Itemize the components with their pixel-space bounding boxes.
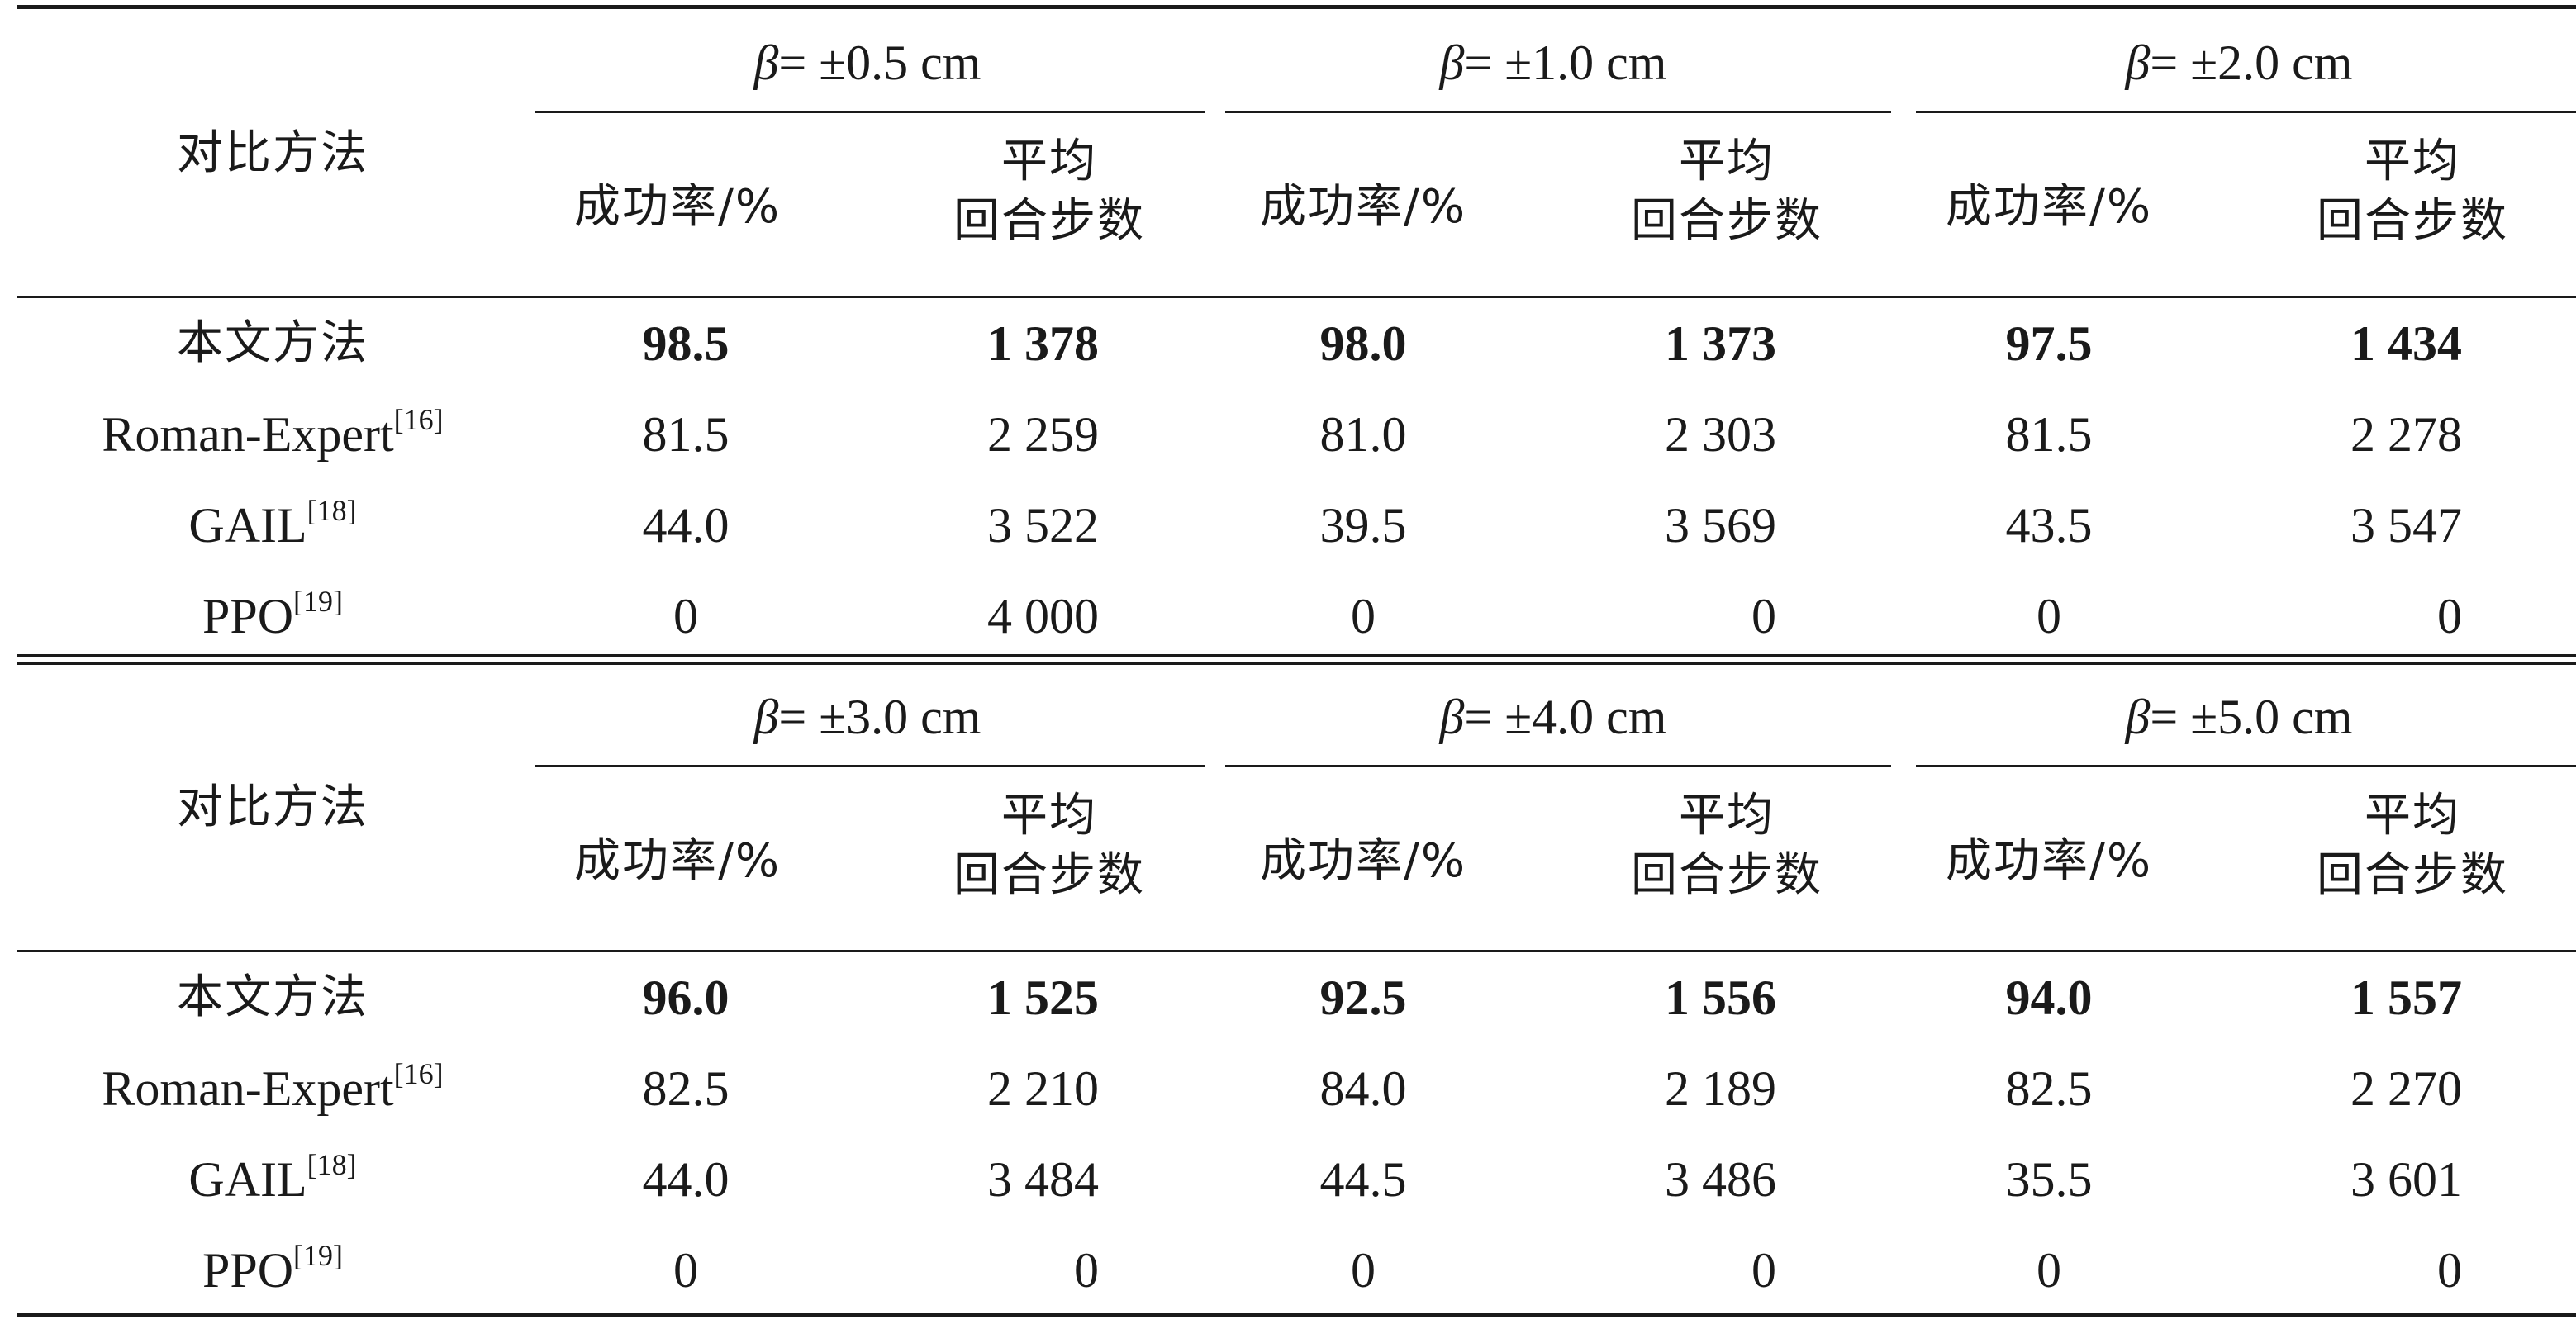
success-rate-header: 成功率/% [1945,834,2153,888]
success-rate-header: 成功率/% [1259,834,1467,888]
steps-value: 0 [1751,1243,1776,1298]
group-header: β= ±1.0 cm [1439,36,1667,90]
method-header: 对比方法 [177,126,368,180]
steps-value: 3 547 [2350,498,2462,553]
steps-value: 3 484 [987,1152,1099,1207]
success-rate-value: 84.0 [1319,1061,1407,1116]
citation-ref: [16] [393,1057,444,1090]
steps-value: 0 [1751,589,1776,643]
success-rate-value: 0 [673,589,698,643]
success-rate-header: 成功率/% [573,834,782,888]
success-rate-value: 0 [673,1243,698,1298]
success-rate-header: 成功率/% [573,180,782,234]
steps-value: 3 601 [2350,1152,2462,1207]
separator-rule [17,662,2576,665]
steps-value: 3 569 [1665,498,1776,553]
success-rate-value: 81.0 [1319,407,1407,462]
steps-header: 平均 回合步数 [953,789,1145,902]
success-rate-value: 97.5 [2005,316,2093,371]
steps-value: 1 557 [2350,970,2462,1025]
steps-header: 平均 回合步数 [1631,135,1823,248]
bottom-rule [17,1313,2576,1317]
steps-value: 1 434 [2350,316,2462,371]
group-rule [535,111,1205,113]
row-method-name: Roman-Expert[16] [102,1057,444,1116]
success-rate-value: 96.0 [642,970,730,1025]
success-rate-value: 44.0 [642,1152,730,1207]
group-header: β= ±0.5 cm [753,36,981,90]
citation-ref: [19] [293,1239,344,1272]
row-method-name: PPO[19] [202,585,344,643]
group-rule [535,765,1205,767]
success-rate-header: 成功率/% [1259,180,1467,234]
group-header: β= ±5.0 cm [2125,690,2353,744]
group-rule [1225,765,1891,767]
success-rate-value: 92.5 [1319,970,1407,1025]
top-rule [17,5,2576,9]
steps-value: 0 [2437,1243,2462,1298]
steps-value: 3 522 [987,498,1099,553]
steps-value: 3 486 [1665,1152,1776,1207]
steps-header: 平均 回合步数 [2317,135,2508,248]
success-rate-value: 94.0 [2005,970,2093,1025]
success-rate-value: 44.5 [1319,1152,1407,1207]
steps-header: 平均 回合步数 [953,135,1145,248]
row-method-name: GAIL[18] [188,494,357,553]
success-rate-value: 82.5 [2005,1061,2093,1116]
success-rate-header: 成功率/% [1945,180,2153,234]
row-method-name: 本文方法 [177,970,368,1024]
success-rate-value: 35.5 [2005,1152,2093,1207]
success-rate-value: 98.0 [1319,316,1407,371]
header-rule [17,950,2576,952]
steps-value: 0 [2437,589,2462,643]
steps-value: 2 210 [987,1061,1099,1116]
group-rule [1916,765,2576,767]
citation-ref: [19] [293,585,344,618]
steps-value: 2 270 [2350,1061,2462,1116]
steps-value: 4 000 [987,589,1099,643]
steps-header: 平均 回合步数 [1631,789,1823,902]
citation-ref: [18] [307,1148,357,1181]
group-header: β= ±4.0 cm [1439,690,1667,744]
group-rule [1225,111,1891,113]
steps-value: 2 189 [1665,1061,1776,1116]
steps-value: 2 278 [2350,407,2462,462]
success-rate-value: 0 [2037,589,2061,643]
group-header: β= ±3.0 cm [753,690,981,744]
row-method-name: 本文方法 [177,316,368,370]
steps-header: 平均 回合步数 [2317,789,2508,902]
header-rule [17,296,2576,298]
success-rate-value: 43.5 [2005,498,2093,553]
citation-ref: [18] [307,494,357,527]
steps-value: 1 373 [1665,316,1776,371]
steps-value: 1 525 [987,970,1099,1025]
citation-ref: [16] [393,403,444,436]
success-rate-value: 0 [2037,1243,2061,1298]
row-method-name: PPO[19] [202,1239,344,1298]
success-rate-value: 81.5 [642,407,730,462]
success-rate-value: 39.5 [1319,498,1407,553]
success-rate-value: 0 [1351,589,1376,643]
success-rate-value: 98.5 [642,316,730,371]
success-rate-value: 0 [1351,1243,1376,1298]
group-rule [1916,111,2576,113]
row-method-name: Roman-Expert[16] [102,403,444,462]
success-rate-value: 82.5 [642,1061,730,1116]
steps-value: 2 303 [1665,407,1776,462]
separator-rule [17,654,2576,657]
steps-value: 2 259 [987,407,1099,462]
success-rate-value: 44.0 [642,498,730,553]
group-header: β= ±2.0 cm [2125,36,2353,90]
method-header: 对比方法 [177,781,368,834]
row-method-name: GAIL[18] [188,1148,357,1207]
steps-value: 1 556 [1665,970,1776,1025]
steps-value: 1 378 [987,316,1099,371]
steps-value: 0 [1074,1243,1099,1298]
success-rate-value: 81.5 [2005,407,2093,462]
